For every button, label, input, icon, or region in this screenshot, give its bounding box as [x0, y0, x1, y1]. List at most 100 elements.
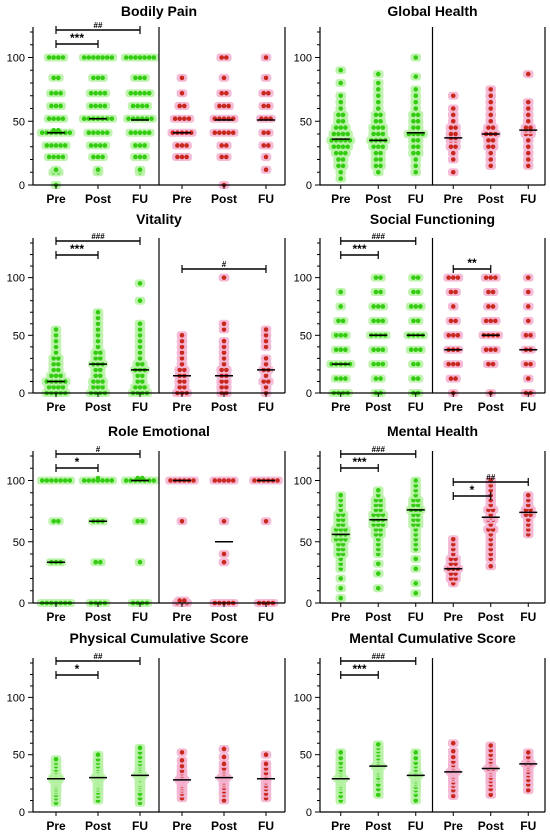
panel-title: Role Emotional — [108, 423, 210, 439]
data-point — [338, 347, 344, 353]
data-point — [411, 138, 416, 143]
data-point — [525, 99, 531, 105]
data-point — [60, 384, 66, 390]
data-point — [49, 478, 54, 483]
x-tick-label: Pre — [46, 192, 66, 206]
y-tick-label: 100 — [294, 53, 312, 65]
data-point — [186, 116, 192, 121]
panel-4: Role Emotional 0 50 100 Pre Post FU Pre Post FU # * — [7, 423, 286, 624]
data-point — [133, 130, 138, 136]
data-point — [450, 361, 456, 367]
data-point — [179, 344, 185, 350]
data-point — [221, 321, 227, 327]
data-point — [170, 130, 176, 136]
data-point — [528, 361, 533, 367]
data-point — [81, 478, 87, 483]
data-point — [62, 478, 68, 483]
data-point — [338, 80, 344, 86]
data-point — [146, 55, 152, 60]
data-point — [133, 75, 138, 81]
data-point — [137, 384, 143, 390]
data-point — [488, 318, 494, 324]
data-point — [133, 143, 138, 148]
data-point — [219, 379, 224, 384]
data-point — [109, 116, 115, 121]
data-point — [415, 275, 421, 280]
data-point — [137, 350, 143, 355]
x-tick-label: Pre — [172, 819, 192, 833]
data-point — [53, 350, 59, 355]
x-tick-label: Post — [211, 610, 237, 624]
data-point — [88, 103, 94, 109]
data-point — [525, 318, 531, 324]
data-point — [413, 169, 419, 175]
data-band — [216, 365, 232, 374]
x-tick-label: Post — [211, 819, 237, 833]
data-point — [331, 144, 337, 150]
data-point — [378, 163, 383, 169]
data-point — [177, 379, 182, 384]
data-point — [266, 103, 271, 109]
data-band — [90, 558, 106, 567]
data-point — [46, 154, 52, 160]
data-point — [56, 127, 61, 133]
x-tick-label: FU — [258, 819, 274, 833]
significance-label: ### — [91, 232, 105, 241]
x-tick-label: FU — [258, 192, 274, 206]
data-point — [338, 304, 344, 309]
data-point — [413, 750, 419, 755]
data-point — [226, 478, 231, 483]
data-point — [263, 333, 269, 338]
data-point — [221, 344, 227, 350]
data-point — [448, 144, 454, 150]
data-point — [375, 87, 381, 92]
data-point — [338, 125, 344, 130]
y-tick-label: 0 — [19, 598, 25, 610]
data-point — [219, 384, 224, 390]
data-point — [179, 518, 185, 524]
data-point — [224, 384, 229, 390]
data-point — [53, 373, 59, 378]
data-point — [98, 373, 103, 378]
x-tick-label: Pre — [331, 610, 351, 624]
data-point — [338, 755, 344, 761]
data-point — [375, 561, 381, 567]
data-point — [140, 373, 145, 378]
panel-1: Global Health 0 50 100 Pre Post FU Pre Post FU — [294, 3, 546, 206]
data-point — [413, 566, 419, 571]
data-point — [46, 55, 52, 60]
data-point — [408, 304, 414, 309]
data-point — [450, 537, 456, 542]
data-point — [219, 367, 224, 373]
x-tick-label: FU — [520, 192, 536, 206]
data-point — [450, 333, 456, 338]
panel-title: Bodily Pain — [121, 3, 197, 19]
x-tick-label: FU — [520, 400, 536, 414]
y-tick-label: 0 — [306, 598, 312, 610]
x-tick-label: Pre — [331, 819, 351, 833]
data-point — [333, 150, 339, 156]
data-point — [490, 304, 496, 309]
data-point — [336, 131, 341, 137]
data-point — [375, 80, 381, 86]
data-point — [263, 75, 269, 81]
data-point — [49, 90, 54, 96]
data-point — [100, 130, 105, 136]
data-point — [453, 376, 458, 381]
data-point — [51, 154, 56, 160]
data-point — [95, 321, 101, 327]
data-point — [62, 143, 68, 148]
panel-3: Social Functioning 0 50 100 Pre Post FU Pre Post… — [294, 211, 546, 414]
data-point — [221, 361, 227, 367]
data-point — [104, 130, 110, 136]
data-point — [142, 384, 147, 390]
data-point — [338, 169, 344, 175]
x-tick-label: Post — [478, 192, 504, 206]
data-point — [413, 590, 419, 596]
data-point — [91, 154, 96, 160]
data-point — [446, 361, 451, 367]
data-point — [333, 125, 339, 130]
data-point — [483, 275, 489, 280]
data-point — [51, 518, 56, 524]
data-point — [100, 154, 105, 160]
